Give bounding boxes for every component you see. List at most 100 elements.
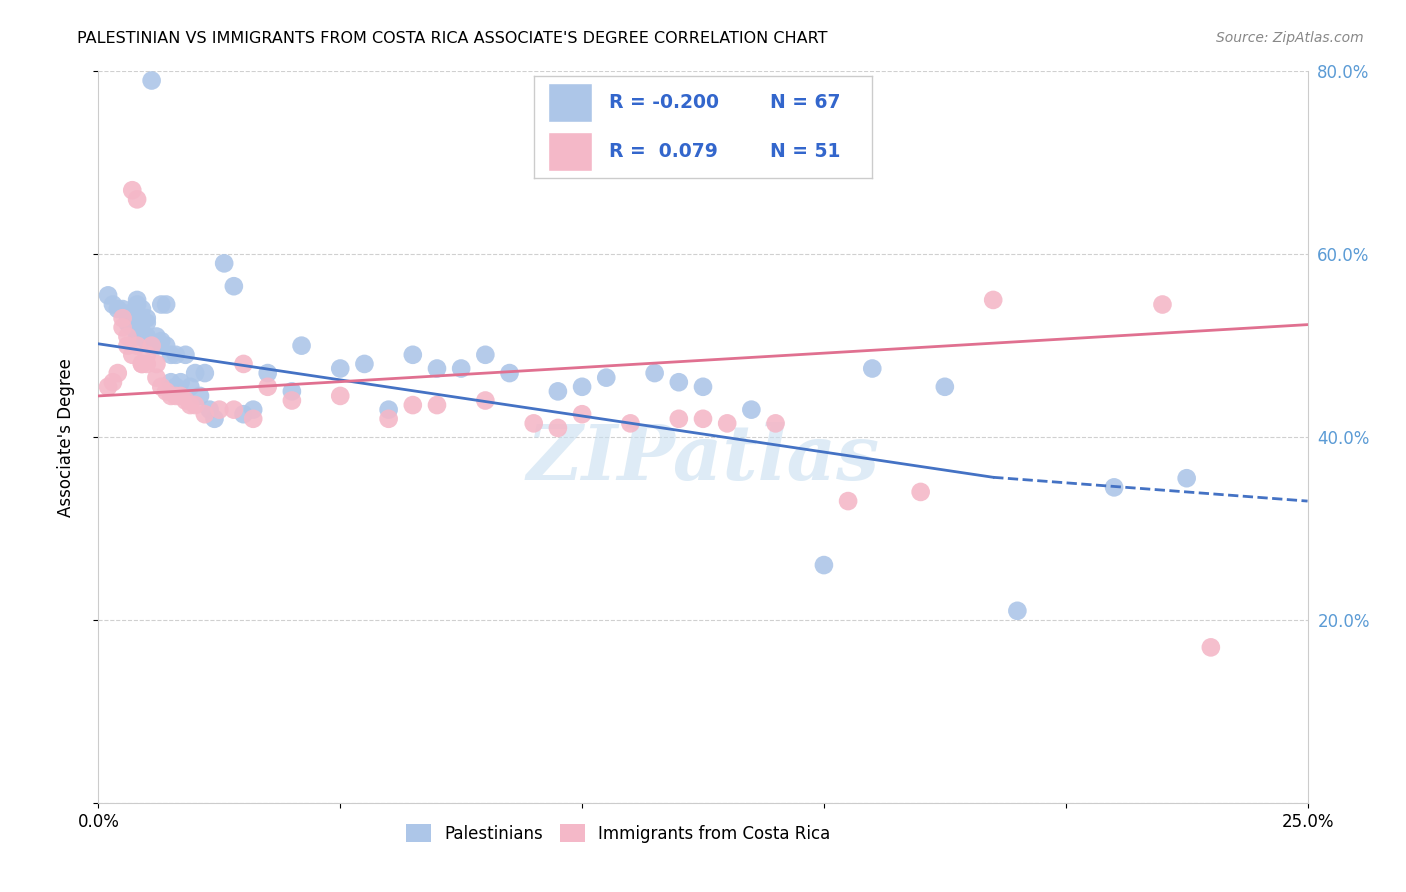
Point <box>121 183 143 197</box>
Point <box>150 380 173 394</box>
Point <box>145 370 167 384</box>
Point <box>281 384 304 399</box>
Point <box>377 402 399 417</box>
Text: Source: ZipAtlas.com: Source: ZipAtlas.com <box>1216 31 1364 45</box>
Point <box>127 192 149 206</box>
Point <box>571 380 593 394</box>
Point <box>145 357 167 371</box>
Point <box>860 361 883 376</box>
Y-axis label: Associate's Degree: Associate's Degree <box>56 358 75 516</box>
Point <box>131 311 153 326</box>
Point <box>160 389 183 403</box>
Point <box>644 366 666 380</box>
Point <box>204 412 226 426</box>
Point <box>256 380 278 394</box>
Point <box>127 293 149 307</box>
Point <box>107 301 129 317</box>
Point <box>107 366 129 380</box>
Point <box>121 348 143 362</box>
Point <box>117 329 139 343</box>
Text: N = 51: N = 51 <box>770 142 841 161</box>
Point <box>150 334 173 348</box>
Point <box>121 316 143 330</box>
Point <box>208 402 231 417</box>
Point <box>174 348 197 362</box>
Point <box>97 380 120 394</box>
Point <box>281 393 304 408</box>
Point <box>135 348 157 362</box>
Point <box>169 389 191 403</box>
Text: ZIPatlas: ZIPatlas <box>526 422 880 496</box>
Point <box>242 402 264 417</box>
Point <box>256 366 278 380</box>
Point <box>111 320 134 334</box>
Point <box>1007 604 1029 618</box>
Point <box>141 73 163 87</box>
Point <box>165 389 187 403</box>
Point <box>194 407 217 421</box>
Point <box>571 407 593 421</box>
Point <box>184 366 207 380</box>
Point <box>692 380 714 394</box>
Point <box>160 375 183 389</box>
Point <box>402 398 425 412</box>
Point <box>111 311 134 326</box>
Point <box>402 348 425 362</box>
Point <box>474 393 496 408</box>
Point <box>101 297 124 311</box>
Point <box>242 412 264 426</box>
Point <box>222 279 245 293</box>
Point <box>1199 640 1222 655</box>
Point <box>131 357 153 371</box>
Text: R = -0.200: R = -0.200 <box>609 93 718 112</box>
Point <box>353 357 375 371</box>
Point <box>127 338 149 352</box>
Point <box>131 357 153 371</box>
Point <box>198 402 221 417</box>
Point <box>377 412 399 426</box>
Point <box>1152 297 1174 311</box>
Point <box>135 357 157 371</box>
Point <box>232 357 254 371</box>
Point <box>184 398 207 412</box>
Point <box>160 348 183 362</box>
Point <box>169 375 191 389</box>
Point <box>97 288 120 302</box>
Point <box>155 338 177 352</box>
Point <box>813 558 835 573</box>
Point <box>179 398 201 412</box>
Point <box>127 329 149 343</box>
Point <box>165 348 187 362</box>
Point <box>121 307 143 321</box>
Point <box>547 384 569 399</box>
Point <box>474 348 496 362</box>
Point <box>135 311 157 326</box>
Point <box>232 407 254 421</box>
Point <box>111 301 134 317</box>
Point <box>765 417 787 431</box>
Point <box>740 402 762 417</box>
Point <box>1175 471 1198 485</box>
Point <box>426 398 449 412</box>
Point <box>426 361 449 376</box>
Point <box>131 301 153 317</box>
Point <box>910 485 932 500</box>
Point <box>141 338 163 352</box>
Point <box>117 307 139 321</box>
Point <box>329 389 352 403</box>
Point <box>934 380 956 394</box>
Legend: Palestinians, Immigrants from Costa Rica: Palestinians, Immigrants from Costa Rica <box>399 818 837 849</box>
Point <box>329 361 352 376</box>
Point <box>212 256 235 270</box>
Point <box>837 494 859 508</box>
Point <box>188 389 211 403</box>
Point <box>145 329 167 343</box>
Point <box>150 297 173 311</box>
Point <box>194 366 217 380</box>
Point <box>155 297 177 311</box>
Text: R =  0.079: R = 0.079 <box>609 142 717 161</box>
FancyBboxPatch shape <box>548 83 592 122</box>
Text: N = 67: N = 67 <box>770 93 841 112</box>
Point <box>619 417 641 431</box>
Point <box>668 375 690 389</box>
